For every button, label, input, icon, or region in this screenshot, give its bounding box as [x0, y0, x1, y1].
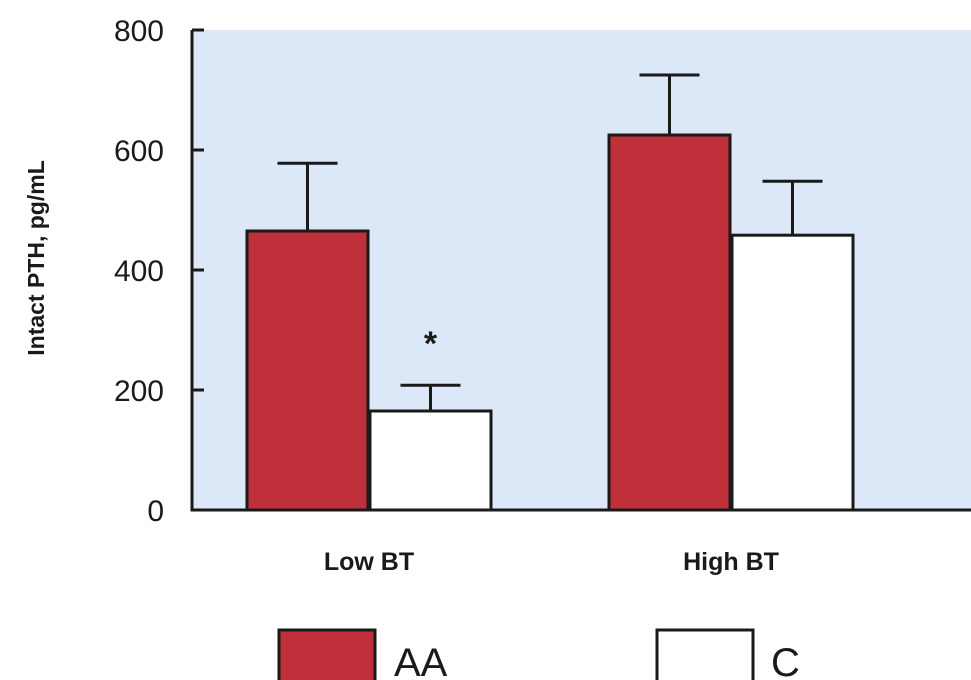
y-tick-label: 400	[114, 255, 164, 288]
y-tick-label: 800	[114, 15, 164, 48]
legend-swatch-aa	[277, 628, 377, 680]
legend-swatch-c	[655, 628, 755, 680]
category-label-high-bt: High BT	[683, 548, 779, 576]
error-bars-layer	[277, 73, 823, 411]
significance-marker: *	[424, 325, 438, 363]
y-axis-title: Intact PTH, pg/mL	[23, 160, 49, 356]
legend-label-aa: AA	[394, 641, 448, 680]
category-label-low-bt: Low BT	[324, 548, 414, 576]
y-tick-label: 0	[147, 495, 164, 528]
bar-aa-low-bt	[245, 229, 370, 512]
axes	[190, 28, 971, 512]
bars-layer	[245, 133, 855, 512]
bar-c-low-bt	[368, 409, 493, 512]
labels-layer: Low BT High BT * 0 200 400 600 800 Intact PTH, p…	[23, 15, 779, 576]
legend-label-c: C	[771, 641, 800, 680]
bar-aa-high-bt	[607, 133, 732, 512]
bar-c-high-bt	[730, 233, 855, 512]
y-tick-label: 600	[114, 135, 164, 168]
legend: AA C	[277, 628, 800, 680]
y-tick-label: 200	[114, 375, 164, 408]
